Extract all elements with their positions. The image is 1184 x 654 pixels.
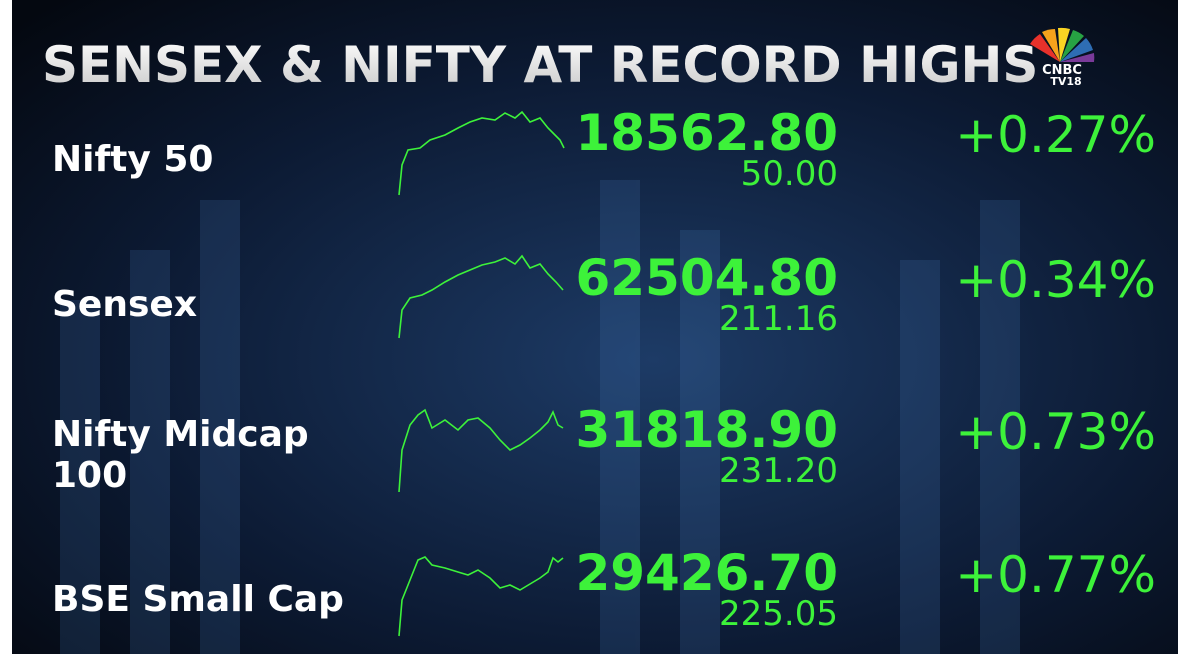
change: 211.16	[719, 299, 838, 339]
change: 231.20	[719, 451, 838, 491]
row-name: 100	[52, 455, 127, 496]
sparkline	[398, 110, 565, 196]
sparkline	[398, 556, 564, 637]
value: 62504.80	[575, 249, 838, 307]
row-name: Nifty Midcap	[52, 414, 309, 455]
value: 18562.80	[575, 104, 838, 162]
percent: +0.73%	[955, 403, 1156, 461]
logo-channel: TV18	[1050, 75, 1081, 88]
change: 225.05	[719, 594, 838, 634]
row-name: Sensex	[52, 284, 197, 325]
value: 31818.90	[575, 401, 838, 459]
logo-brand: CNBC	[1042, 63, 1082, 78]
value: 29426.70	[575, 544, 838, 602]
row-name: BSE Small Cap	[52, 579, 344, 620]
percent: +0.34%	[955, 251, 1156, 309]
change: 50.00	[741, 154, 838, 194]
percent: +0.77%	[955, 546, 1156, 604]
row-name: Nifty 50	[52, 139, 213, 180]
logo: CNBC TV18	[1030, 27, 1095, 88]
background	[12, 0, 1178, 654]
sparkline	[398, 254, 564, 339]
title: SENSEX & NIFTY AT RECORD HIGHS	[42, 36, 1038, 94]
sparkline	[398, 408, 564, 493]
percent: +0.27%	[955, 106, 1156, 164]
sparklines	[398, 110, 565, 637]
background-bars	[60, 180, 1020, 654]
